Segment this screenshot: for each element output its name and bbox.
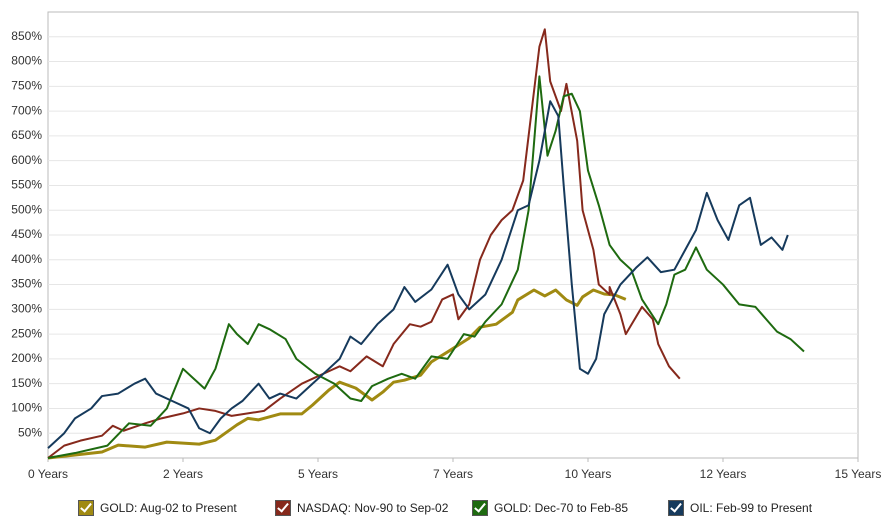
y-tick-label: 350% bbox=[11, 277, 42, 291]
series-line bbox=[47, 288, 627, 460]
y-tick-label: 600% bbox=[11, 153, 42, 167]
y-tick-label: 300% bbox=[11, 302, 42, 316]
legend-checkbox[interactable] bbox=[472, 500, 488, 516]
y-tick-label: 750% bbox=[11, 79, 42, 93]
y-tick-label: 800% bbox=[11, 54, 42, 68]
legend-checkbox[interactable] bbox=[275, 500, 291, 516]
y-tick-label: 650% bbox=[11, 128, 42, 142]
y-tick-label: 500% bbox=[11, 202, 42, 216]
y-tick-label: 100% bbox=[11, 401, 42, 415]
y-tick-label: 50% bbox=[18, 425, 42, 439]
x-tick-label: 10 Years bbox=[565, 467, 612, 481]
y-tick-label: 150% bbox=[11, 376, 42, 390]
legend-label: NASDAQ: Nov-90 to Sep-02 bbox=[297, 501, 449, 515]
legend-item: NASDAQ: Nov-90 to Sep-02 bbox=[275, 500, 448, 516]
series-line bbox=[47, 28, 681, 459]
legend-item: OIL: Feb-99 to Present bbox=[668, 500, 812, 516]
y-tick-label: 700% bbox=[11, 103, 42, 117]
y-tick-label: 400% bbox=[11, 252, 42, 266]
legend-item: GOLD: Dec-70 to Feb-85 bbox=[472, 500, 628, 516]
y-tick-label: 200% bbox=[11, 351, 42, 365]
y-tick-label: 850% bbox=[11, 29, 42, 43]
legend-checkbox[interactable] bbox=[78, 500, 94, 516]
series-line bbox=[47, 75, 805, 459]
x-tick-label: 2 Years bbox=[163, 467, 203, 481]
x-tick-label: 0 Years bbox=[28, 467, 68, 481]
y-tick-label: 250% bbox=[11, 326, 42, 340]
chart: 50% 100% 150% 200% 250% 300% 350% 400% 450% 500% 5… bbox=[11, 11, 882, 481]
x-tick-label: 15 Years bbox=[835, 467, 882, 481]
legend-checkbox[interactable] bbox=[668, 500, 684, 516]
x-tick-label: 7 Years bbox=[433, 467, 473, 481]
legend: GOLD: Aug-02 to Present NASDAQ: Nov-90 to… bbox=[0, 494, 886, 524]
legend-label: OIL: Feb-99 to Present bbox=[690, 501, 813, 515]
y-tick-label: 450% bbox=[11, 227, 42, 241]
legend-label: GOLD: Aug-02 to Present bbox=[100, 501, 237, 515]
legend-item: GOLD: Aug-02 to Present bbox=[78, 500, 237, 516]
x-tick-label: 5 Years bbox=[298, 467, 338, 481]
legend-label: GOLD: Dec-70 to Feb-85 bbox=[494, 501, 629, 515]
y-tick-label: 550% bbox=[11, 178, 42, 192]
series-line bbox=[47, 100, 789, 449]
x-tick-label: 12 Years bbox=[700, 467, 747, 481]
